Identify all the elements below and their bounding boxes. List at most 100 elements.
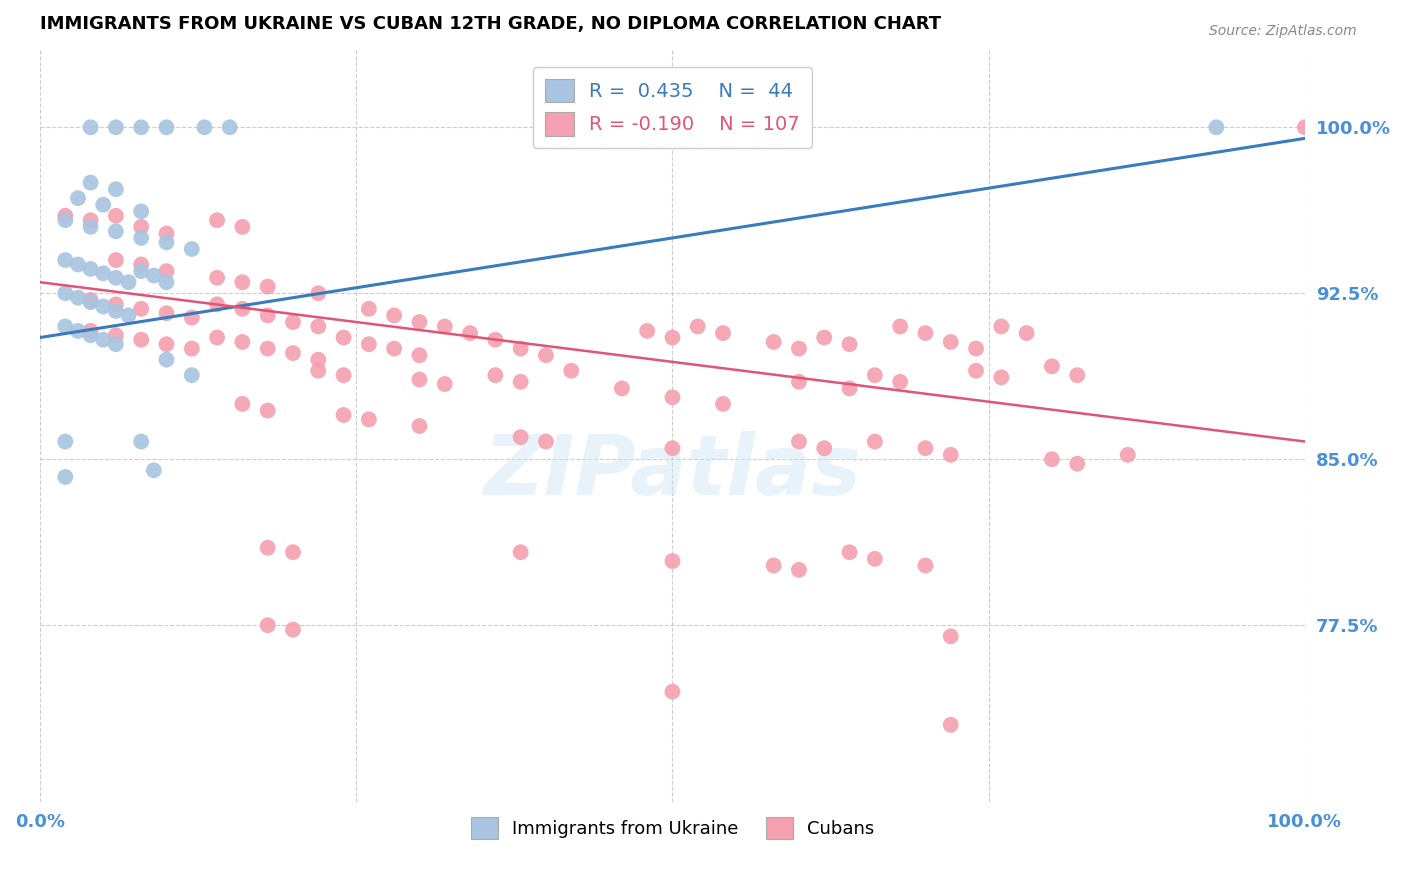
Point bbox=[914, 558, 936, 573]
Point bbox=[686, 319, 709, 334]
Point bbox=[256, 279, 278, 293]
Point bbox=[129, 301, 152, 316]
Point bbox=[66, 258, 89, 272]
Point bbox=[1040, 359, 1063, 374]
Point bbox=[155, 227, 177, 241]
Point bbox=[787, 375, 810, 389]
Point bbox=[91, 266, 114, 280]
Point bbox=[1066, 457, 1088, 471]
Point bbox=[661, 390, 683, 404]
Point bbox=[91, 198, 114, 212]
Point bbox=[180, 342, 202, 356]
Point bbox=[231, 334, 253, 349]
Point bbox=[79, 324, 101, 338]
Point bbox=[155, 337, 177, 351]
Point bbox=[560, 364, 582, 378]
Point bbox=[155, 120, 177, 135]
Point bbox=[357, 337, 380, 351]
Point bbox=[889, 319, 911, 334]
Point bbox=[129, 434, 152, 449]
Point bbox=[661, 441, 683, 455]
Point bbox=[91, 300, 114, 314]
Point bbox=[53, 213, 76, 227]
Point bbox=[256, 309, 278, 323]
Legend: Immigrants from Ukraine, Cubans: Immigrants from Ukraine, Cubans bbox=[464, 809, 882, 846]
Point bbox=[965, 364, 987, 378]
Text: ZIPatlas: ZIPatlas bbox=[484, 431, 862, 512]
Point bbox=[104, 328, 127, 343]
Point bbox=[79, 328, 101, 343]
Point bbox=[787, 342, 810, 356]
Point bbox=[142, 268, 165, 283]
Point bbox=[53, 209, 76, 223]
Point bbox=[79, 293, 101, 307]
Point bbox=[1205, 120, 1227, 135]
Point bbox=[205, 270, 228, 285]
Point bbox=[332, 368, 354, 383]
Point bbox=[79, 261, 101, 276]
Point bbox=[484, 368, 506, 383]
Point bbox=[307, 364, 329, 378]
Point bbox=[53, 286, 76, 301]
Point bbox=[1040, 452, 1063, 467]
Point bbox=[509, 545, 531, 559]
Point bbox=[509, 342, 531, 356]
Point bbox=[53, 253, 76, 268]
Point bbox=[53, 319, 76, 334]
Point bbox=[1066, 368, 1088, 383]
Point bbox=[965, 342, 987, 356]
Point bbox=[256, 541, 278, 555]
Text: Source: ZipAtlas.com: Source: ZipAtlas.com bbox=[1209, 24, 1357, 38]
Point bbox=[180, 368, 202, 383]
Point bbox=[813, 441, 835, 455]
Point bbox=[1116, 448, 1139, 462]
Point bbox=[838, 337, 860, 351]
Point bbox=[408, 373, 430, 387]
Point bbox=[79, 176, 101, 190]
Point bbox=[129, 264, 152, 278]
Point bbox=[357, 412, 380, 426]
Point bbox=[762, 558, 785, 573]
Point bbox=[129, 258, 152, 272]
Point bbox=[863, 551, 886, 566]
Point bbox=[281, 346, 304, 360]
Point bbox=[142, 463, 165, 477]
Point bbox=[307, 352, 329, 367]
Point bbox=[79, 219, 101, 234]
Point bbox=[205, 330, 228, 344]
Point bbox=[990, 370, 1012, 384]
Point bbox=[332, 408, 354, 422]
Point bbox=[117, 275, 139, 289]
Point bbox=[1015, 326, 1038, 340]
Point bbox=[256, 342, 278, 356]
Point bbox=[129, 219, 152, 234]
Point bbox=[231, 219, 253, 234]
Point bbox=[129, 231, 152, 245]
Point bbox=[256, 403, 278, 417]
Point bbox=[231, 275, 253, 289]
Point bbox=[458, 326, 481, 340]
Point bbox=[382, 342, 405, 356]
Point bbox=[104, 337, 127, 351]
Point bbox=[408, 419, 430, 434]
Point bbox=[66, 291, 89, 305]
Point bbox=[509, 430, 531, 444]
Point bbox=[433, 319, 456, 334]
Point bbox=[711, 326, 734, 340]
Point bbox=[104, 224, 127, 238]
Point bbox=[155, 275, 177, 289]
Point bbox=[129, 204, 152, 219]
Point bbox=[205, 213, 228, 227]
Point bbox=[534, 434, 557, 449]
Point bbox=[889, 375, 911, 389]
Point bbox=[838, 545, 860, 559]
Point bbox=[79, 120, 101, 135]
Point bbox=[990, 319, 1012, 334]
Point bbox=[863, 368, 886, 383]
Point bbox=[509, 375, 531, 389]
Point bbox=[838, 381, 860, 395]
Point bbox=[155, 352, 177, 367]
Point bbox=[180, 242, 202, 256]
Point bbox=[787, 563, 810, 577]
Point bbox=[661, 330, 683, 344]
